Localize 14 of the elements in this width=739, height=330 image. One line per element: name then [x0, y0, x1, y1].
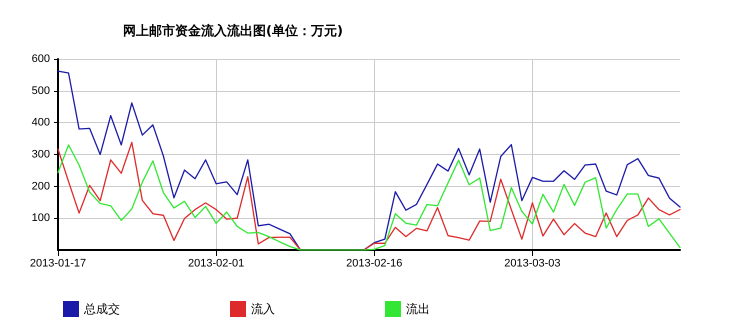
- y-tick-label: 200: [32, 180, 50, 192]
- x-tick-label: 2013-01-17: [30, 258, 86, 270]
- y-tick-label: 600: [32, 53, 50, 65]
- y-tick-label: 300: [32, 148, 50, 160]
- legend-label: 总成交: [83, 302, 120, 316]
- y-tick-label: 500: [32, 84, 50, 97]
- legend-label: 流出: [406, 302, 430, 316]
- y-tick-label: 400: [32, 116, 50, 129]
- x-tick-label: 2013-02-16: [346, 258, 402, 270]
- y-tick-label: 100: [32, 212, 50, 224]
- legend-label: 流入: [251, 302, 275, 316]
- x-tick-label: 2013-03-03: [504, 258, 561, 270]
- chart-title: 网上邮市资金流入流出图(单位：万元): [123, 23, 343, 39]
- x-tick-label: 2013-02-01: [188, 258, 244, 270]
